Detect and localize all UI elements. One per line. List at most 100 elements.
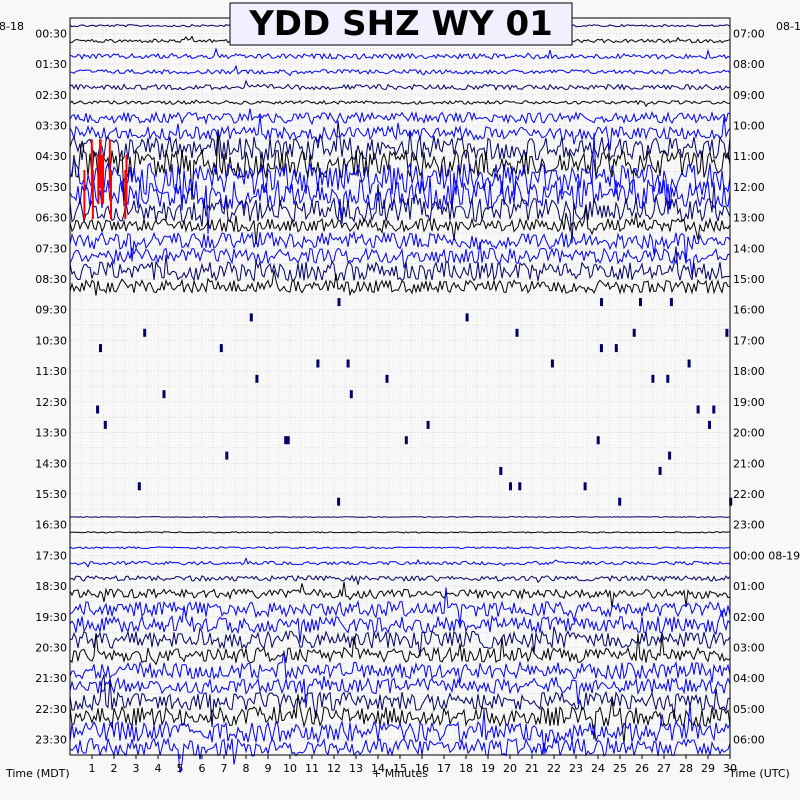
seismic-trace-row	[69, 182, 731, 244]
x-tick-label: 9	[265, 762, 272, 775]
right-time-tick: 22:00	[733, 488, 765, 501]
event-blip	[600, 298, 603, 307]
right-time-tick: 06:00	[733, 734, 765, 747]
right-time-tick: 23:00	[733, 519, 765, 532]
event-blip	[255, 374, 259, 383]
right-time-tick: 08:00	[733, 58, 765, 71]
event-blip	[708, 420, 711, 429]
right-time-tick: 16:00	[733, 304, 765, 317]
left-time-tick: 00:30	[35, 27, 67, 40]
right-time-tick: 11:00	[733, 150, 765, 163]
right-time-tick: 01:00	[733, 580, 765, 593]
left-time-tick: 14:30	[35, 457, 67, 470]
seismic-trace-row	[70, 531, 731, 534]
event-blip	[515, 328, 519, 337]
event-blip	[614, 344, 618, 353]
event-blip	[550, 359, 554, 368]
seismic-trace-row	[69, 230, 731, 264]
seismic-trace-row	[69, 99, 731, 108]
left-axis-label: Time (MDT)	[5, 767, 70, 780]
event-blip	[219, 344, 223, 353]
seismic-trace-row	[69, 206, 731, 245]
event-blip	[103, 420, 107, 429]
event-blip	[249, 313, 253, 322]
x-tick-label: 30	[723, 762, 737, 775]
right-time-tick: 15:00	[733, 273, 765, 286]
left-time-tick: 03:30	[35, 119, 67, 132]
right-time-tick: 13:00	[733, 212, 765, 225]
event-blip	[696, 405, 700, 414]
left-time-tick: 08:30	[35, 273, 67, 286]
seismic-trace-row	[69, 702, 731, 755]
event-blip	[518, 482, 522, 491]
event-blip	[618, 497, 622, 506]
event-blip	[666, 374, 670, 383]
x-tick-label: 21	[525, 762, 539, 775]
right-time-tick: 02:00	[733, 611, 765, 624]
event-blip	[687, 359, 691, 368]
x-tick-label: 29	[701, 762, 715, 775]
right-time-tick: 18:00	[733, 365, 765, 378]
left-time-tick: 17:30	[35, 549, 67, 562]
left-time-tick: 21:30	[35, 672, 67, 685]
x-tick-label: 13	[349, 762, 363, 775]
seismic-trace-row	[69, 176, 731, 234]
x-tick-label: 12	[327, 762, 341, 775]
seismic-trace-row	[69, 556, 731, 568]
left-date-label: 08-18	[0, 20, 24, 33]
seismic-trace-row	[69, 115, 731, 151]
x-tick-label: 28	[679, 762, 693, 775]
left-time-tick: 01:30	[35, 58, 67, 71]
event-blip	[143, 328, 147, 337]
seismic-trace-row	[69, 241, 731, 276]
x-tick-label: 22	[547, 762, 561, 775]
seismic-trace-row	[69, 270, 731, 297]
right-time-tick: 03:00	[733, 642, 765, 655]
left-time-tick: 19:30	[35, 611, 67, 624]
event-blip	[346, 359, 350, 368]
event-blip	[651, 374, 655, 383]
left-time-tick: 23:30	[35, 734, 67, 747]
right-time-tick: 21:00	[733, 457, 765, 470]
event-blip	[426, 420, 430, 429]
seismic-trace-row	[69, 581, 731, 608]
x-tick-label: 7	[221, 762, 228, 775]
left-time-tick: 16:30	[35, 519, 67, 532]
event-blip	[137, 482, 141, 491]
seismic-trace-row	[69, 626, 731, 657]
seismic-trace-row	[69, 516, 731, 518]
event-blip	[599, 344, 603, 353]
left-time-tick: 10:30	[35, 334, 67, 347]
left-time-tick: 07:30	[35, 242, 67, 255]
x-tick-label: 1	[89, 762, 96, 775]
event-blip	[349, 390, 353, 399]
left-time-tick: 15:30	[35, 488, 67, 501]
left-time-axis: 00:30 01:30 02:30 03:30 04:30 05:30 06:30 07:30…	[35, 27, 67, 746]
title-box	[229, 2, 573, 46]
event-blip	[337, 497, 341, 506]
x-tick-label: 10	[283, 762, 297, 775]
x-tick-label: 26	[635, 762, 649, 775]
event-blip	[499, 466, 503, 475]
right-time-tick: 09:00	[733, 89, 765, 102]
x-tick-label: 19	[481, 762, 495, 775]
left-time-tick: 11:30	[35, 365, 67, 378]
event-blip	[404, 436, 408, 445]
event-blip	[465, 313, 469, 322]
x-tick-label: 5	[177, 762, 184, 775]
left-time-tick: 06:30	[35, 212, 67, 225]
x-tick-label: 2	[111, 762, 118, 775]
seismic-trace-row	[69, 120, 731, 173]
event-blip	[596, 436, 600, 445]
left-time-tick: 09:30	[35, 304, 67, 317]
seismic-traces	[69, 23, 733, 773]
event-blip	[509, 482, 512, 491]
right-date-label: 08-18	[776, 20, 800, 33]
seismic-trace-row	[70, 64, 731, 77]
event-blip	[96, 405, 100, 414]
event-blip	[669, 298, 673, 307]
x-tick-label: 24	[591, 762, 605, 775]
x-tick-label: 15	[393, 762, 407, 775]
seismic-trace-row	[69, 650, 731, 684]
